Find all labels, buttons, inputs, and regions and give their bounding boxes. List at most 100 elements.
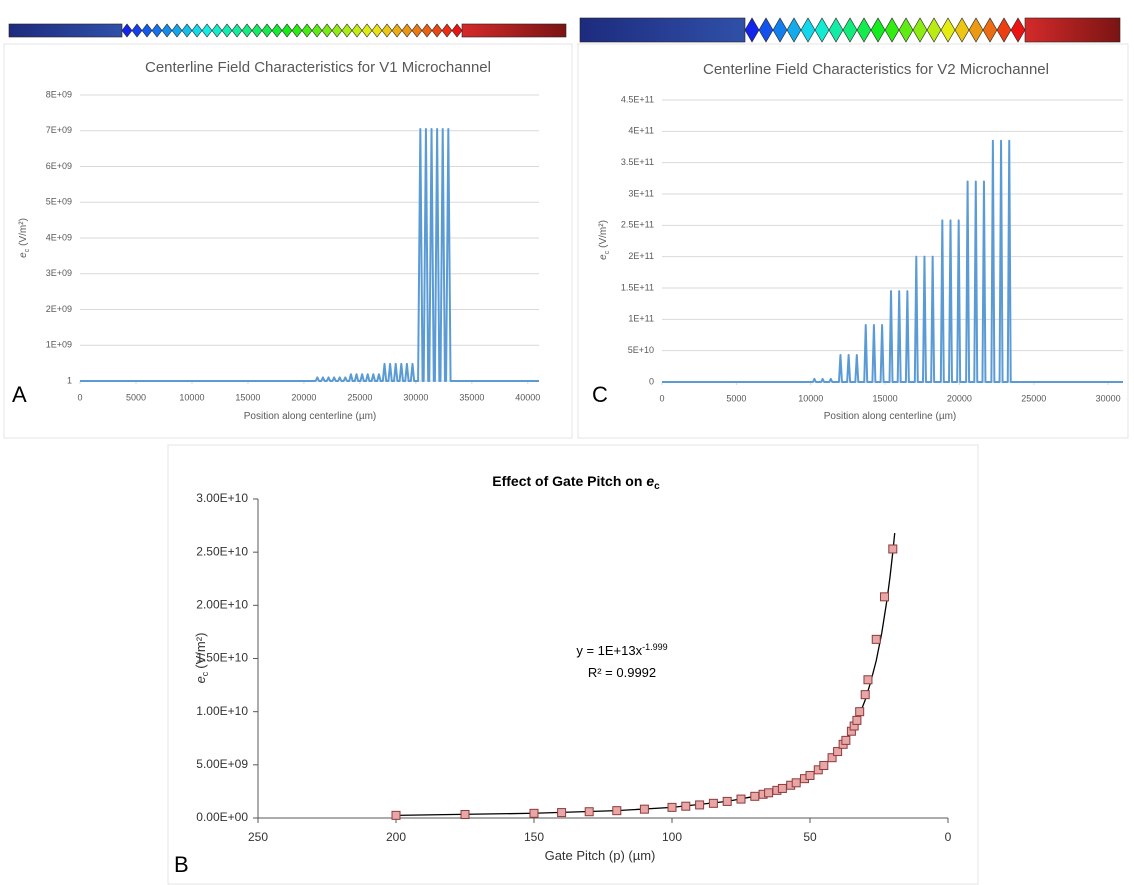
channel-gate: [800, 17, 816, 43]
x-tick-label: 100: [662, 830, 682, 844]
data-line: [80, 127, 539, 382]
channel-gate: [201, 23, 213, 38]
title-text: Effect of Gate Pitch on: [492, 473, 642, 489]
y-tick-label: 4E+09: [46, 232, 72, 242]
channel-gate: [401, 23, 413, 38]
equation-exponent: -1.999: [642, 642, 668, 652]
marker: [460, 809, 470, 819]
channel-gate: [982, 17, 998, 43]
marker: [871, 634, 881, 644]
marker: [791, 778, 801, 788]
y-tick-label: 3.5E+11: [621, 157, 654, 167]
channel-gate: [251, 23, 263, 38]
channel-gate: [141, 23, 153, 38]
channel-gate: [311, 23, 323, 38]
x-tick-label: 35000: [459, 392, 484, 402]
marker: [827, 753, 837, 763]
channel-gate: [940, 17, 956, 43]
y-tick-label: 2.5E+11: [621, 220, 654, 230]
channel-gate: [926, 17, 942, 43]
y-label-sub: c: [604, 250, 611, 254]
marker: [833, 747, 843, 757]
y-tick-label: 5E+10: [628, 345, 654, 355]
channel-gate: [968, 17, 984, 43]
marker: [612, 806, 622, 816]
chart-title: Centerline Field Characteristics for V2 …: [703, 61, 1049, 78]
y-label-unit: (V/m²): [18, 218, 29, 246]
marker: [819, 760, 829, 770]
channel-colorbars: [8, 17, 1121, 43]
channel-gate: [898, 17, 914, 43]
y-tick-label: 6E+09: [46, 161, 72, 171]
panel-label: B: [174, 852, 189, 877]
channel-gate: [321, 23, 333, 38]
channel-gate: [391, 23, 403, 38]
panel-label: A: [12, 382, 27, 407]
y-tick-label: 0.00E+00: [196, 810, 248, 824]
marker: [557, 808, 567, 818]
channel-gate: [291, 23, 303, 38]
x-tick-label: 40000: [515, 392, 540, 402]
channel-gate: [261, 23, 273, 38]
x-tick-label: 250: [248, 830, 268, 844]
data-line: [662, 139, 1123, 383]
marker: [880, 592, 890, 602]
marker: [584, 807, 594, 817]
y-tick-label: 1: [67, 375, 72, 385]
channel-gate: [856, 17, 872, 43]
channel-gate: [341, 23, 353, 38]
x-tick-label: 150: [524, 830, 544, 844]
channel-gate: [431, 23, 443, 38]
channel-gate: [271, 23, 283, 38]
x-axis-label: Position along centerline (µm): [244, 411, 377, 422]
y-tick-label: 4E+11: [628, 126, 654, 136]
channel-gate: [828, 17, 844, 43]
chart-title: Centerline Field Characteristics for V1 …: [145, 59, 491, 76]
channel-gate: [231, 23, 243, 38]
channel-gate: [411, 23, 423, 38]
y-label-unit: (V/m²): [598, 220, 609, 248]
marker: [667, 802, 677, 812]
y-tick-label: 2.00E+10: [196, 598, 248, 612]
y-tick-label: 1.5E+11: [621, 282, 654, 292]
y-label-sub: c: [200, 671, 210, 676]
y-tick-label: 3E+09: [46, 268, 72, 278]
channel-outlet: [1024, 17, 1121, 43]
channel-gate: [351, 23, 363, 38]
marker: [708, 798, 718, 808]
channel-gate: [381, 23, 393, 38]
y-tick-label: 1.50E+10: [196, 651, 248, 665]
channel-gate: [786, 17, 802, 43]
x-tick-label: 15000: [873, 393, 898, 403]
r-squared: R² = 0.9992: [588, 665, 656, 680]
y-axis-label: ec (V/m²): [598, 220, 611, 260]
marker: [805, 770, 815, 780]
marker: [860, 690, 870, 700]
y-tick-label: 4.5E+11: [621, 94, 654, 104]
x-tick-label: 200: [386, 830, 406, 844]
panel-frame: [3, 43, 573, 439]
x-tick-label: 30000: [1096, 393, 1121, 403]
y-tick-label: 2E+09: [46, 304, 72, 314]
y-label-symbol: e: [598, 254, 609, 260]
marker: [841, 735, 851, 745]
channel-gate: [221, 23, 233, 38]
y-tick-label: 1E+11: [628, 314, 654, 324]
x-tick-label: 25000: [1021, 393, 1046, 403]
x-tick-label: 20000: [291, 392, 316, 402]
channel-gate: [884, 17, 900, 43]
y-tick-label: 2E+11: [628, 251, 654, 261]
panel-frame: [167, 444, 979, 885]
marker: [852, 715, 862, 725]
y-tick-label: 1.00E+10: [196, 704, 248, 718]
channel-gate: [744, 17, 760, 43]
y-tick-label: 3.00E+10: [196, 491, 248, 505]
channel-inlet: [579, 17, 746, 43]
channel-gate: [954, 17, 970, 43]
marker: [863, 675, 873, 685]
y-label-symbol: e: [193, 676, 208, 683]
marker: [639, 804, 649, 814]
x-tick-label: 10000: [798, 393, 823, 403]
channel-gate: [371, 23, 383, 38]
channel-gate: [814, 17, 830, 43]
